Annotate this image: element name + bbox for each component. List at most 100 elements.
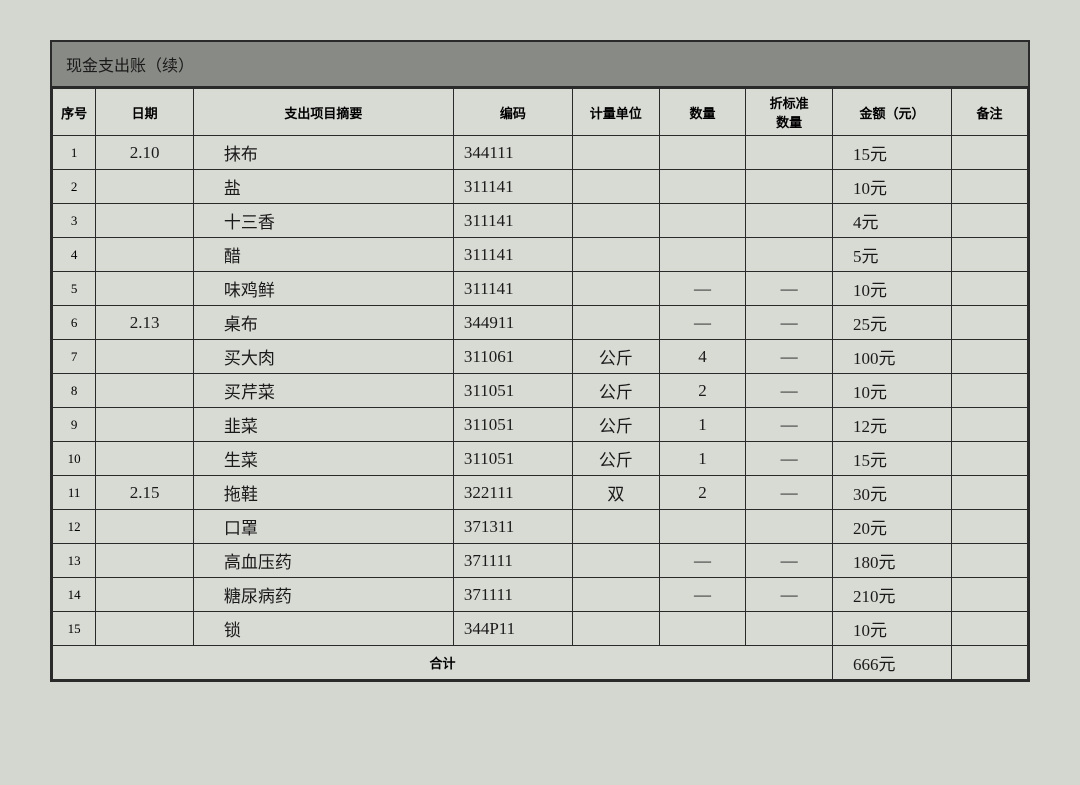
cell-seq: 13 <box>53 544 96 578</box>
table-row: 3十三香3111414元 <box>53 204 1028 238</box>
cell-note <box>952 476 1028 510</box>
col-amount: 金额（元） <box>832 89 951 136</box>
cell-stdqty: — <box>746 408 833 442</box>
cell-stdqty <box>746 136 833 170</box>
cell-code: 371311 <box>453 510 572 544</box>
col-code: 编码 <box>453 89 572 136</box>
cell-code: 311051 <box>453 374 572 408</box>
cell-note <box>952 612 1028 646</box>
cell-note <box>952 170 1028 204</box>
cell-code: 311141 <box>453 204 572 238</box>
cell-stdqty <box>746 510 833 544</box>
cell-unit <box>572 204 659 238</box>
cell-date <box>96 340 194 374</box>
cell-unit <box>572 238 659 272</box>
cell-code: 371111 <box>453 578 572 612</box>
table-row: 62.13桌布344911——25元 <box>53 306 1028 340</box>
table-row: 9韭菜311051公斤1—12元 <box>53 408 1028 442</box>
total-label: 合计 <box>53 646 833 680</box>
cell-qty <box>659 612 746 646</box>
ledger-table: 序号 日期 支出项目摘要 编码 计量单位 数量 折标准 数量 金额（元） 备注 … <box>52 88 1028 680</box>
cell-date <box>96 408 194 442</box>
cell-unit <box>572 578 659 612</box>
cell-item: 韭菜 <box>193 408 453 442</box>
col-note: 备注 <box>952 89 1028 136</box>
table-row: 10生菜311051公斤1—15元 <box>53 442 1028 476</box>
cell-code: 311141 <box>453 170 572 204</box>
cell-note <box>952 544 1028 578</box>
table-row: 5味鸡鲜311141——10元 <box>53 272 1028 306</box>
cell-item: 味鸡鲜 <box>193 272 453 306</box>
cell-amount: 15元 <box>832 442 951 476</box>
cell-qty: — <box>659 544 746 578</box>
cell-seq: 7 <box>53 340 96 374</box>
cell-item: 买大肉 <box>193 340 453 374</box>
cell-seq: 12 <box>53 510 96 544</box>
cell-seq: 9 <box>53 408 96 442</box>
table-row: 12.10抹布34411115元 <box>53 136 1028 170</box>
cell-amount: 30元 <box>832 476 951 510</box>
cell-unit: 双 <box>572 476 659 510</box>
cell-stdqty <box>746 204 833 238</box>
cell-unit <box>572 170 659 204</box>
cell-unit <box>572 306 659 340</box>
cell-seq: 5 <box>53 272 96 306</box>
cell-code: 311141 <box>453 238 572 272</box>
cell-note <box>952 578 1028 612</box>
cell-item: 桌布 <box>193 306 453 340</box>
cell-stdqty: — <box>746 374 833 408</box>
total-note <box>952 646 1028 680</box>
cell-date <box>96 170 194 204</box>
cell-item: 抹布 <box>193 136 453 170</box>
cell-note <box>952 374 1028 408</box>
table-row: 2 盐311141 10元 <box>53 170 1028 204</box>
cell-date: 2.10 <box>96 136 194 170</box>
cell-amount: 10元 <box>832 170 951 204</box>
cell-item: 高血压药 <box>193 544 453 578</box>
table-row: 4 醋311141 5元 <box>53 238 1028 272</box>
cell-unit <box>572 272 659 306</box>
cell-item: 盐 <box>193 170 453 204</box>
cell-code: 311061 <box>453 340 572 374</box>
cell-date <box>96 612 194 646</box>
cell-date <box>96 272 194 306</box>
table-row: 112.15拖鞋322111双2—30元 <box>53 476 1028 510</box>
cell-date <box>96 204 194 238</box>
cell-unit <box>572 544 659 578</box>
cell-unit: 公斤 <box>572 442 659 476</box>
cell-seq: 1 <box>53 136 96 170</box>
cell-unit <box>572 136 659 170</box>
cell-amount: 20元 <box>832 510 951 544</box>
cell-seq: 2 <box>53 170 96 204</box>
total-row: 合计 666元 <box>53 646 1028 680</box>
cell-code: 344P11 <box>453 612 572 646</box>
table-row: 12 口罩371311 20元 <box>53 510 1028 544</box>
cell-code: 344111 <box>453 136 572 170</box>
cell-item: 口罩 <box>193 510 453 544</box>
cell-amount: 100元 <box>832 340 951 374</box>
cell-code: 311051 <box>453 408 572 442</box>
table-row: 7买大肉311061公斤4—100元 <box>53 340 1028 374</box>
cell-item: 醋 <box>193 238 453 272</box>
cell-stdqty: — <box>746 476 833 510</box>
cell-amount: 25元 <box>832 306 951 340</box>
cell-stdqty <box>746 238 833 272</box>
cell-amount: 10元 <box>832 612 951 646</box>
cell-date <box>96 578 194 612</box>
cell-seq: 4 <box>53 238 96 272</box>
cell-note <box>952 204 1028 238</box>
cell-amount: 10元 <box>832 374 951 408</box>
col-stdqty: 折标准 数量 <box>746 89 833 136</box>
cell-amount: 180元 <box>832 544 951 578</box>
cell-qty <box>659 238 746 272</box>
cell-qty: 1 <box>659 442 746 476</box>
cell-qty: 1 <box>659 408 746 442</box>
cell-stdqty: — <box>746 544 833 578</box>
cell-seq: 11 <box>53 476 96 510</box>
cell-unit: 公斤 <box>572 340 659 374</box>
cell-amount: 5元 <box>832 238 951 272</box>
cell-seq: 3 <box>53 204 96 238</box>
cell-code: 322111 <box>453 476 572 510</box>
cell-note <box>952 340 1028 374</box>
cell-date: 2.15 <box>96 476 194 510</box>
